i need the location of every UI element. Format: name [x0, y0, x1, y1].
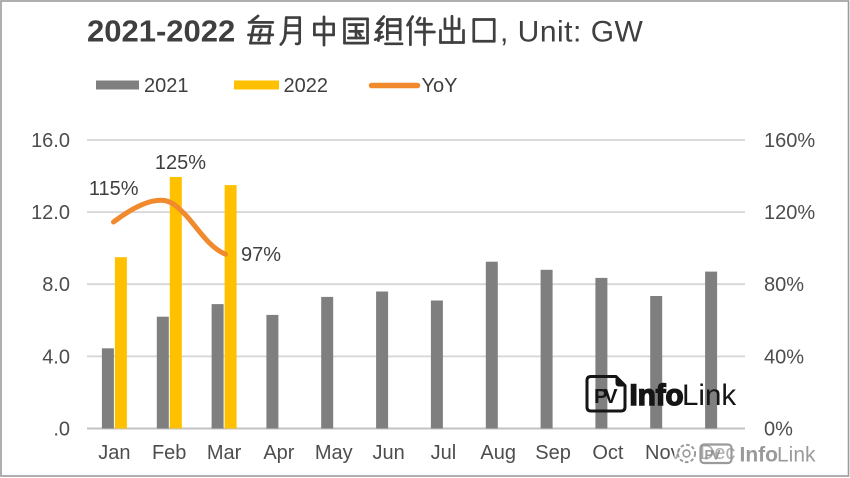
svg-text:Jun: Jun: [372, 442, 404, 464]
svg-text:115%: 115%: [89, 178, 139, 200]
svg-text:Jan: Jan: [98, 442, 130, 464]
svg-text:2021-2022: 2021-2022: [87, 14, 235, 49]
svg-text:Apr: Apr: [263, 442, 294, 464]
svg-text:Info: Info: [630, 379, 684, 412]
svg-text:Sep: Sep: [535, 442, 571, 464]
svg-text:Aug: Aug: [480, 442, 516, 464]
svg-text:Jul: Jul: [431, 442, 457, 464]
svg-text:YoY: YoY: [422, 75, 458, 97]
svg-text:16.0: 16.0: [31, 130, 70, 152]
svg-text:120%: 120%: [764, 202, 815, 224]
svg-text:8.0: 8.0: [42, 274, 70, 296]
svg-text:Mar: Mar: [207, 442, 242, 464]
svg-text:97%: 97%: [241, 244, 281, 266]
svg-text:2022: 2022: [284, 75, 329, 97]
svg-text:May: May: [315, 442, 353, 464]
svg-text:40%: 40%: [764, 346, 804, 368]
svg-text:Link: Link: [777, 444, 816, 467]
svg-text:4.0: 4.0: [42, 346, 70, 368]
svg-text:160%: 160%: [764, 130, 815, 152]
svg-text:80%: 80%: [764, 274, 804, 296]
svg-text:, Unit: GW: , Unit: GW: [500, 16, 644, 49]
svg-text:Nov: Nov: [645, 442, 681, 464]
svg-text:12.0: 12.0: [31, 202, 70, 224]
svg-text:Feb: Feb: [152, 442, 186, 464]
svg-text:.0: .0: [53, 418, 70, 440]
svg-text:125%: 125%: [155, 152, 206, 174]
svg-text:Link: Link: [682, 379, 736, 412]
svg-text:Oct: Oct: [592, 442, 624, 464]
svg-text:0%: 0%: [764, 418, 793, 440]
svg-text:PV: PV: [594, 385, 618, 408]
svg-text:2021: 2021: [144, 75, 189, 97]
svg-text:PV: PV: [705, 448, 721, 463]
svg-text:Info: Info: [740, 444, 778, 467]
